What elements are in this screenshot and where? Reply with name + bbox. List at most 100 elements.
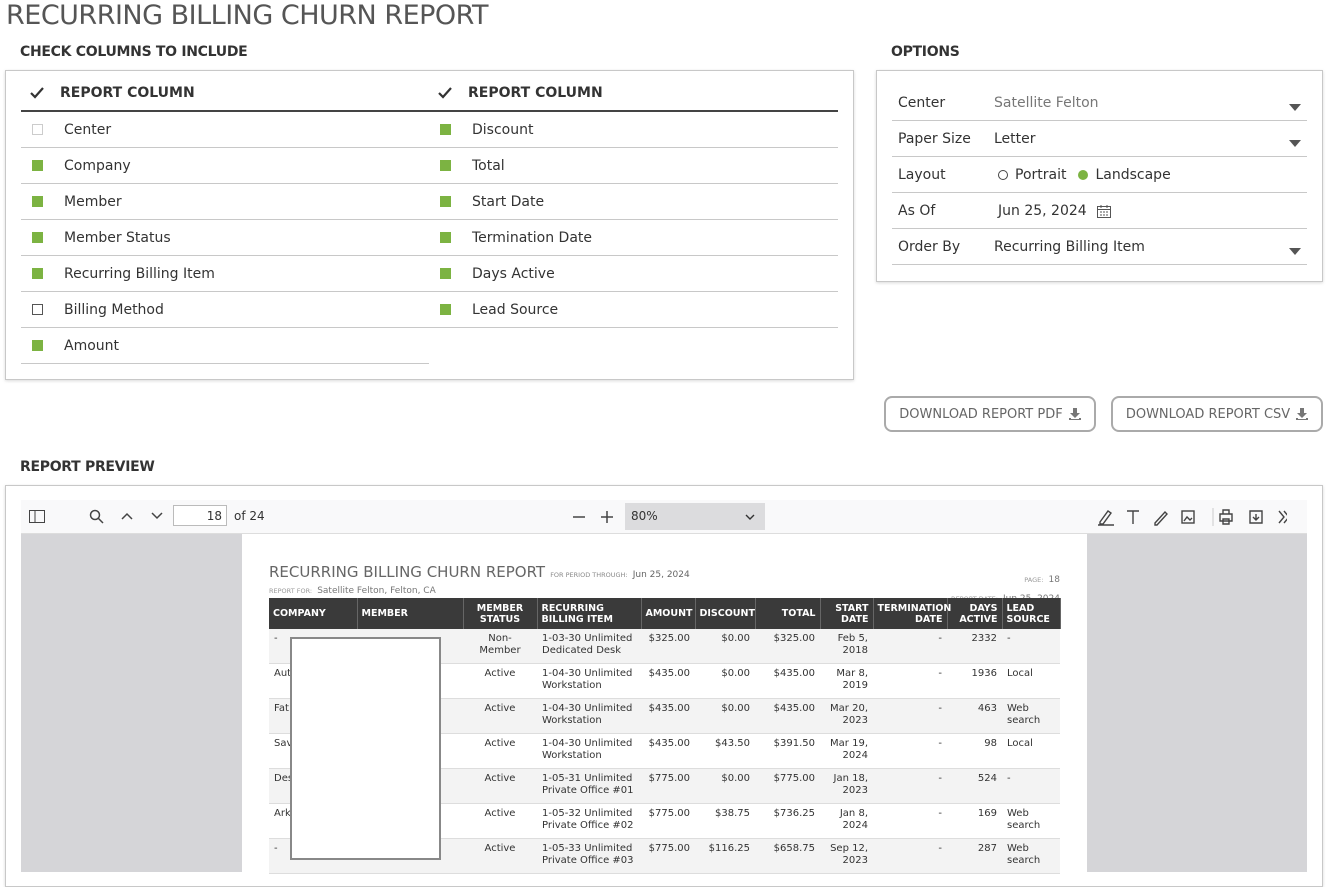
- dropdown-arrow: [1289, 99, 1301, 111]
- dropdown-arrow: [1289, 243, 1301, 255]
- table-cell: Jan 18, 2023: [820, 768, 873, 804]
- column-option[interactable]: Amount: [21, 328, 429, 364]
- table-cell: Active: [463, 838, 537, 874]
- column-option[interactable]: Member: [21, 184, 429, 220]
- column-label: Start Date: [472, 193, 545, 210]
- sidebar-toggle[interactable]: [29, 510, 45, 523]
- report-for: REPORT FOR: Satellite Felton, Felton, CA: [269, 578, 436, 597]
- column-label: Amount: [64, 337, 120, 354]
- option-value[interactable]: Recurring Billing Item: [994, 238, 1145, 255]
- column-option[interactable]: Company: [21, 148, 429, 184]
- checkbox-checked[interactable]: [440, 124, 451, 135]
- checkbox-checked[interactable]: [32, 232, 43, 243]
- column-option[interactable]: Member Status: [21, 220, 429, 256]
- checkbox-checked[interactable]: [440, 160, 451, 171]
- check-icon: [438, 86, 452, 99]
- table-cell: Active: [463, 768, 537, 804]
- table-cell: 524: [947, 768, 1002, 804]
- redaction-box: [290, 637, 441, 860]
- table-cell: -: [873, 733, 947, 769]
- download-csv-button[interactable]: DOWNLOAD REPORT CSV: [1111, 396, 1323, 432]
- radio[interactable]: [998, 169, 1008, 180]
- checkbox-checked[interactable]: [32, 268, 43, 279]
- zoom-in-button[interactable]: [600, 510, 614, 524]
- page-count: of 24: [234, 509, 265, 523]
- table-cell: Non-Member: [463, 629, 537, 664]
- table-header-cell: DAYS ACTIVE: [947, 598, 1003, 629]
- table-cell: $775.00: [641, 803, 695, 839]
- column-option[interactable]: Lead Source: [429, 292, 838, 328]
- zoom-select[interactable]: 80%: [625, 503, 765, 530]
- checkbox-checked[interactable]: [32, 160, 43, 171]
- column-option[interactable]: Total: [429, 148, 838, 184]
- column-option[interactable]: Discount: [429, 112, 838, 148]
- checkbox-checked[interactable]: [440, 268, 451, 279]
- radio-label: Landscape: [1095, 166, 1171, 183]
- dropdown-arrow: [1289, 135, 1301, 147]
- table-cell: Jan 8, 2024: [820, 803, 873, 839]
- table-cell: $775.00: [641, 768, 695, 804]
- table-cell: 1-03-30 Unlimited Dedicated Desk: [537, 629, 641, 664]
- download-pdf-button[interactable]: DOWNLOAD REPORT PDF: [884, 396, 1096, 432]
- option-label: Layout: [898, 166, 946, 183]
- checkbox-checked[interactable]: [32, 340, 43, 351]
- section-heading: OPTIONS: [891, 44, 960, 60]
- column-header-label: REPORT COLUMN: [468, 84, 603, 101]
- checkbox-checked[interactable]: [440, 304, 451, 315]
- radio-selected[interactable]: [1078, 169, 1089, 180]
- section-heading: REPORT PREVIEW: [20, 459, 155, 475]
- column-label: Discount: [472, 121, 534, 138]
- table-header-cell: TERMINATION DATE: [873, 598, 951, 629]
- page-input[interactable]: 18: [173, 505, 227, 526]
- table-cell: Active: [463, 698, 537, 734]
- table-cell: Web search: [1002, 803, 1060, 839]
- table-cell: -: [873, 803, 947, 839]
- prev-page-button[interactable]: [121, 512, 133, 520]
- option-row: Paper Size Letter: [892, 121, 1307, 157]
- table-cell: Mar 8, 2019: [820, 663, 873, 699]
- column-option[interactable]: Termination Date: [429, 220, 838, 256]
- chevron: [745, 514, 755, 520]
- option-row: Layout Portrait Landscape: [892, 157, 1307, 193]
- table-cell: Sep 12, 2023: [820, 838, 873, 874]
- checkbox-unchecked[interactable]: [32, 304, 43, 315]
- table-cell: Local: [1002, 663, 1060, 699]
- page-value: 18: [1048, 575, 1060, 585]
- table-header-cell: DISCOUNT: [695, 598, 756, 629]
- column-option[interactable]: Billing Method: [21, 292, 429, 328]
- table-cell: -: [1002, 768, 1060, 804]
- option-label: Order By: [898, 238, 961, 255]
- table-cell: -: [873, 768, 947, 804]
- column-header: REPORT COLUMN: [429, 75, 838, 112]
- checkbox-checked[interactable]: [440, 196, 451, 207]
- column-label: Member Status: [64, 229, 171, 246]
- period-value: Jun 25, 2024: [632, 570, 690, 580]
- table-cell: 1-04-30 Unlimited Workstation: [537, 733, 641, 769]
- next-page-button[interactable]: [151, 512, 163, 520]
- check-icon: [30, 86, 44, 99]
- tool-icons[interactable]: [1097, 508, 1287, 526]
- column-option[interactable]: Center: [21, 112, 429, 148]
- column-option[interactable]: Recurring Billing Item: [21, 256, 429, 292]
- checkbox-checked[interactable]: [32, 196, 43, 207]
- option-value[interactable]: Satellite Felton: [994, 94, 1099, 111]
- table-cell: $435.00: [641, 698, 695, 734]
- table-cell: Web search: [1002, 698, 1060, 734]
- table-cell: Mar 19, 2024: [820, 733, 873, 769]
- option-value[interactable]: Letter: [994, 130, 1036, 147]
- column-option[interactable]: Start Date: [429, 184, 838, 220]
- dropdown-arrow-glyph: [1289, 104, 1301, 111]
- options-panel: Center Satellite Felton Paper Size Letter La…: [876, 70, 1323, 282]
- button-label: DOWNLOAD REPORT PDF: [899, 406, 1063, 422]
- check-icon-glyph: [438, 86, 452, 99]
- for-label: REPORT FOR:: [269, 587, 313, 595]
- option-value[interactable]: Jun 25, 2024: [998, 202, 1087, 219]
- column-option[interactable]: Days Active: [429, 256, 838, 292]
- checkbox-unchecked[interactable]: [32, 124, 43, 135]
- table-cell: $435.00: [641, 663, 695, 699]
- checkbox-checked[interactable]: [440, 232, 451, 243]
- period-label: FOR PERIOD THROUGH:: [550, 571, 628, 579]
- column-header: REPORT COLUMN: [21, 75, 429, 112]
- search-button[interactable]: [89, 509, 104, 524]
- zoom-out-button[interactable]: [572, 510, 586, 524]
